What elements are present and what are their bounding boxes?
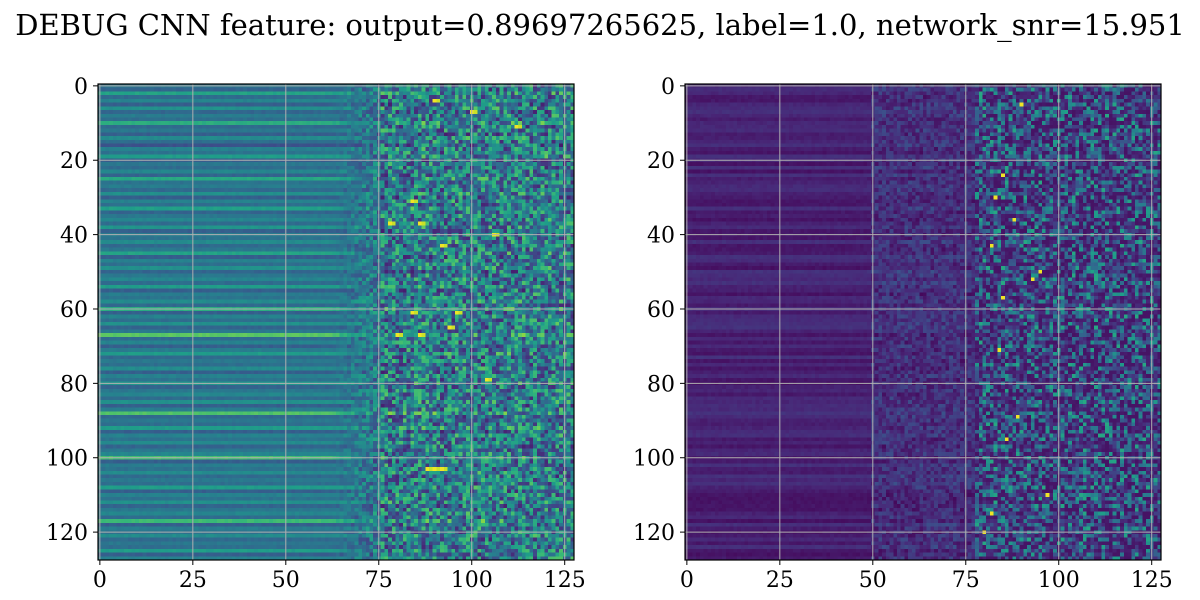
- x-tick-label: 0: [680, 568, 694, 593]
- figure-title: DEBUG CNN feature: output=0.89697265625,…: [15, 8, 1185, 42]
- y-tick-label: 120: [633, 521, 675, 546]
- y-tick-label: 60: [647, 298, 675, 323]
- y-tick-label: 40: [647, 224, 675, 249]
- y-tick-label: 20: [60, 149, 88, 174]
- y-tick-label: 80: [647, 372, 675, 397]
- x-tick-label: 50: [272, 568, 300, 593]
- heatmap-right: 0 25 50 75 100 125 0 20 40 60 80 100 120: [633, 75, 1173, 593]
- x-tick-label: 75: [365, 568, 393, 593]
- x-tick-label: 25: [766, 568, 794, 593]
- x-tick-label: 75: [952, 568, 980, 593]
- x-tick-label: 125: [1131, 568, 1173, 593]
- x-tick-label: 125: [544, 568, 586, 593]
- y-tick-label: 80: [60, 372, 88, 397]
- y-tick-label: 20: [647, 149, 675, 174]
- x-tick-label: 100: [451, 568, 493, 593]
- y-tick-label: 40: [60, 224, 88, 249]
- x-tick-label: 25: [179, 568, 207, 593]
- y-tick-label: 0: [74, 75, 88, 100]
- x-tick-label: 50: [859, 568, 887, 593]
- x-tick-label: 0: [93, 568, 107, 593]
- heatmap-image: [98, 84, 574, 560]
- heatmap-image: [685, 84, 1161, 560]
- axes-frame: [97, 83, 575, 561]
- y-tick-label: 0: [661, 75, 675, 100]
- y-tick-label: 120: [46, 521, 88, 546]
- axes-frame: [684, 83, 1162, 561]
- x-tick-label: 100: [1038, 568, 1080, 593]
- heatmap-left: 0 25 50 75 100 125 0 20 40 60 80 100 120: [46, 75, 586, 593]
- y-tick-label: 100: [46, 447, 88, 472]
- y-tick-label: 100: [633, 447, 675, 472]
- y-tick-label: 60: [60, 298, 88, 323]
